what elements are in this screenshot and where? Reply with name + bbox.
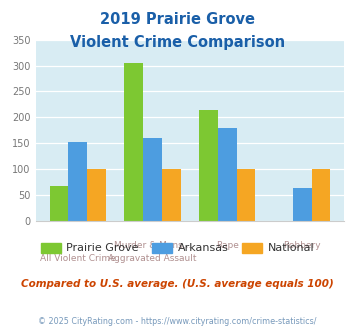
Bar — [237, 169, 256, 221]
Text: 2019 Prairie Grove: 2019 Prairie Grove — [100, 12, 255, 26]
Bar — [199, 110, 218, 221]
Legend: Prairie Grove, Arkansas, National: Prairie Grove, Arkansas, National — [37, 238, 318, 258]
Text: All Violent Crime: All Violent Crime — [40, 254, 115, 263]
Bar — [124, 63, 143, 221]
Bar — [218, 128, 237, 221]
Bar — [143, 138, 162, 221]
Bar — [68, 142, 87, 221]
Bar — [162, 169, 181, 221]
Text: Violent Crime Comparison: Violent Crime Comparison — [70, 35, 285, 50]
Text: Murder & Mans...: Murder & Mans... — [114, 241, 191, 249]
Bar — [293, 188, 312, 221]
Text: Rape: Rape — [216, 241, 239, 249]
Bar — [312, 169, 330, 221]
Text: Aggravated Assault: Aggravated Assault — [108, 254, 197, 263]
Text: Robbery: Robbery — [283, 241, 321, 249]
Text: Compared to U.S. average. (U.S. average equals 100): Compared to U.S. average. (U.S. average … — [21, 279, 334, 289]
Bar — [87, 169, 106, 221]
Text: © 2025 CityRating.com - https://www.cityrating.com/crime-statistics/: © 2025 CityRating.com - https://www.city… — [38, 317, 317, 326]
Bar — [50, 186, 68, 221]
